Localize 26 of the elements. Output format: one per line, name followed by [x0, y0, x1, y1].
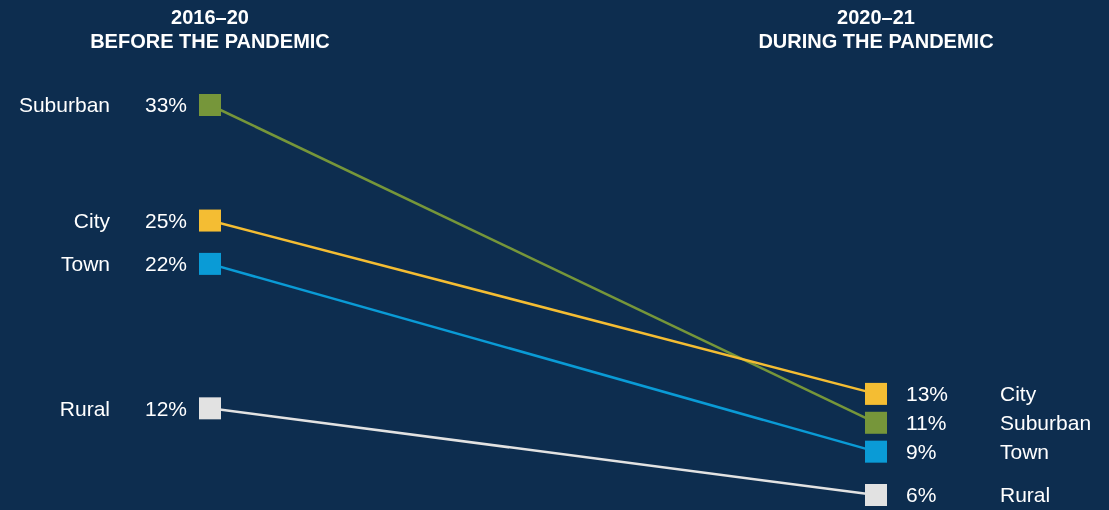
x-tick-label: 2020–21 DURING THE PANDEMIC: [758, 6, 994, 52]
point: [199, 94, 221, 116]
point: [199, 397, 221, 420]
data-label: 12%: [144, 396, 187, 420]
point: [199, 252, 221, 275]
data-label: 25%: [144, 208, 187, 232]
point: [865, 382, 887, 405]
text: City: [73, 208, 111, 232]
point: [865, 484, 887, 506]
x-tick-label: 2016–20 BEFORE THE PANDEMIC: [90, 6, 330, 52]
text: Town: [1000, 440, 1050, 464]
text: City: [1000, 382, 1037, 406]
data-label: 11%: [906, 411, 947, 435]
data-label: 6%: [906, 483, 937, 507]
point: [865, 411, 887, 434]
text: Rural: [59, 396, 110, 420]
data-label: 22%: [144, 252, 187, 276]
point: [865, 440, 887, 463]
text: Suburban: [18, 93, 110, 117]
text: Suburban: [1000, 411, 1092, 435]
text: Rural: [1000, 483, 1051, 507]
text: Town: [60, 252, 110, 276]
data-label: 33%: [144, 93, 187, 117]
data-label: 13%: [906, 382, 949, 406]
data-label: 9%: [906, 440, 937, 464]
point: [199, 209, 221, 232]
